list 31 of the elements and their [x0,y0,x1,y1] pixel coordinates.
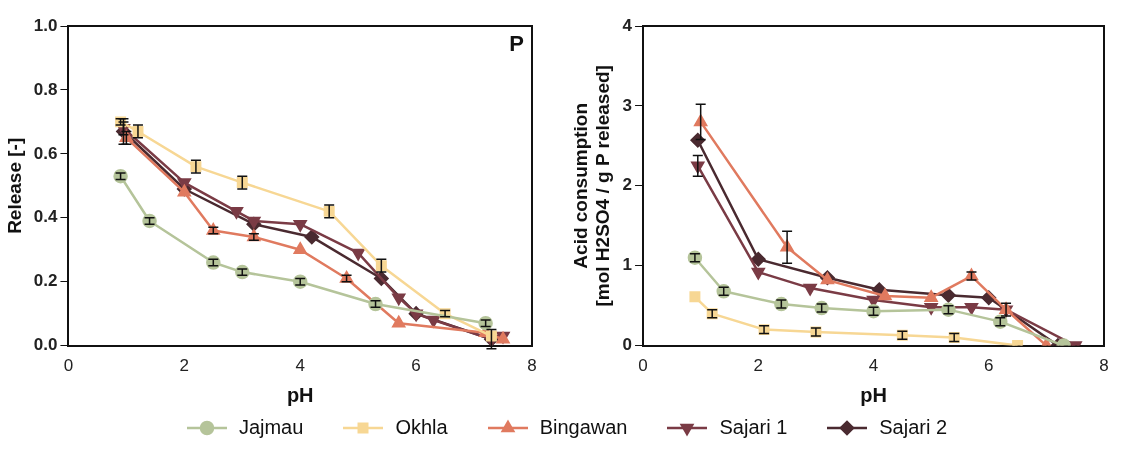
y-tick-label: 0.6 [33,143,58,163]
x-tick-label: 2 [753,356,764,376]
x-tick-label: 4 [295,356,305,376]
x-axis-title: pH [286,383,314,406]
x-tick-label: 6 [984,356,994,376]
annotation: P [509,31,524,57]
y-tick-label: 3 [622,95,633,115]
y-axis-title: Release [-] [3,137,25,234]
y-tick-label: 0.4 [33,207,58,227]
y-tick-label: 1.0 [33,15,58,35]
x-tick-label: 8 [1099,356,1109,376]
x-tick-label: 8 [527,356,537,376]
x-axis-title: pH [860,383,887,406]
y-tick-label: 0.2 [33,271,58,291]
y-tick-label: 0.8 [33,79,58,99]
legend-label: Okhla [395,416,448,439]
legend-label: Jajmau [238,416,304,439]
y-axis-title: Acid consumption [mol H2SO4 / g P released] [569,65,614,307]
y-tick-label: 0 [622,335,633,355]
x-tick-label: 4 [868,356,879,376]
y-tick-label: 4 [622,15,633,35]
x-tick-label: 0 [63,356,74,376]
legend-label: Sajari 1 [719,416,788,439]
y-tick-label: 2 [622,175,633,195]
legend-label: Bingawan [539,416,628,439]
y-tick-label: 1 [622,255,633,275]
x-tick-label: 0 [638,356,648,376]
x-tick-label: 6 [411,356,421,376]
legend-label: Sajari 2 [879,416,948,439]
x-tick-label: 2 [179,356,190,376]
y-tick-label: 0.0 [33,335,58,355]
